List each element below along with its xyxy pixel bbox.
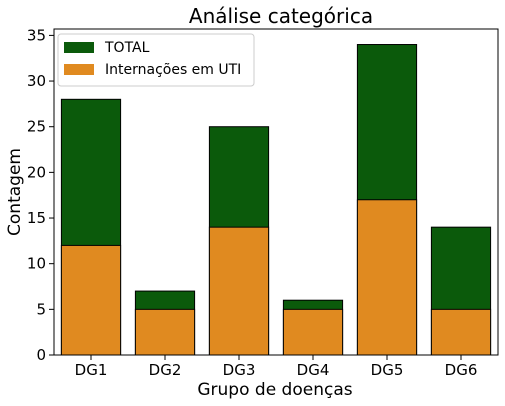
y-axis-label: Contagem	[5, 148, 25, 236]
legend-swatch-total	[64, 42, 94, 53]
x-tick-label-dg1: DG1	[75, 361, 108, 379]
bars-layer	[60, 44, 492, 356]
bar-icu-dg4	[282, 308, 344, 356]
x-tick-label-dg3: DG3	[223, 361, 256, 379]
legend-label-icu: Internações em UTI	[105, 62, 241, 78]
plot-frame	[53, 28, 499, 356]
bar-icu-dg1	[60, 244, 122, 356]
y-tick-label-0: 0	[36, 346, 46, 364]
bar-icu-dg3	[208, 226, 270, 356]
x-axis: DG1 DG2 DG3 DG4 DG5 DG6	[75, 355, 478, 379]
x-tick-label-dg5: DG5	[371, 361, 404, 379]
y-tick-label-15: 15	[27, 209, 46, 227]
y-tick-label-25: 25	[27, 118, 46, 136]
y-axis: 0 5 10 15 20 25 30 35	[27, 26, 54, 364]
legend-swatch-icu	[64, 64, 94, 75]
legend: TOTAL Internações em UTI	[57, 33, 255, 87]
bar-icu-dg5	[356, 199, 418, 356]
legend-box	[57, 33, 255, 87]
x-tick-label-dg2: DG2	[149, 361, 182, 379]
y-tick-label-30: 30	[27, 72, 46, 90]
y-tick-label-20: 20	[27, 163, 46, 181]
bar-icu-dg2	[134, 308, 196, 356]
y-tick-label-10: 10	[27, 255, 46, 273]
y-tick-label-35: 35	[27, 26, 46, 44]
legend-label-total: TOTAL	[104, 40, 150, 56]
x-tick-label-dg6: DG6	[445, 361, 478, 379]
chart-title: Análise categórica	[189, 4, 373, 28]
y-tick-label-5: 5	[36, 300, 46, 318]
bar-icu-dg6	[430, 308, 492, 356]
x-tick-label-dg4: DG4	[297, 361, 330, 379]
x-axis-label: Grupo de doenças	[197, 380, 352, 400]
